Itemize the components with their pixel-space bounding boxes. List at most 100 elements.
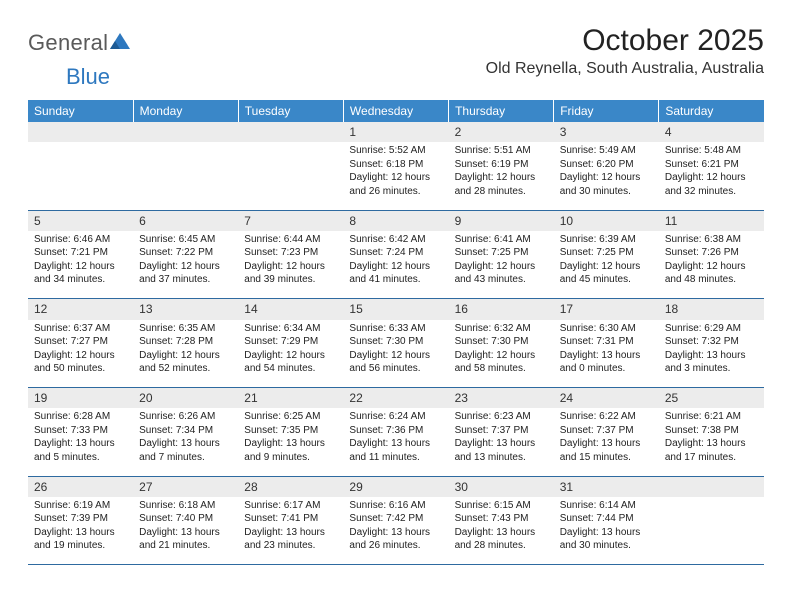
day-info-cell: Sunrise: 6:33 AMSunset: 7:30 PMDaylight:… — [343, 320, 448, 388]
day-number-cell: 14 — [238, 299, 343, 320]
sunset-line: Sunset: 7:25 PM — [560, 246, 653, 260]
sunrise-line: Sunrise: 6:23 AM — [455, 410, 548, 424]
day-number-cell: 16 — [449, 299, 554, 320]
page: General October 2025 Old Reynella, South… — [0, 0, 792, 583]
day-number-cell: 4 — [659, 122, 764, 142]
sunset-line: Sunset: 7:42 PM — [349, 512, 442, 526]
day-number-cell: 22 — [343, 388, 448, 409]
day-info-cell: Sunrise: 6:42 AMSunset: 7:24 PMDaylight:… — [343, 231, 448, 299]
day-number-cell — [238, 122, 343, 142]
sunrise-line: Sunrise: 6:44 AM — [244, 233, 337, 247]
sunset-line: Sunset: 7:43 PM — [455, 512, 548, 526]
weekday-header: Monday — [133, 100, 238, 122]
day-info-row: Sunrise: 6:28 AMSunset: 7:33 PMDaylight:… — [28, 408, 764, 476]
daylight-line: Daylight: 12 hours and 37 minutes. — [139, 260, 232, 287]
day-info-cell: Sunrise: 6:38 AMSunset: 7:26 PMDaylight:… — [659, 231, 764, 299]
day-info-cell: Sunrise: 6:25 AMSunset: 7:35 PMDaylight:… — [238, 408, 343, 476]
day-number-cell: 23 — [449, 388, 554, 409]
daylight-line: Daylight: 12 hours and 54 minutes. — [244, 349, 337, 376]
weekday-header: Saturday — [659, 100, 764, 122]
daylight-line: Daylight: 13 hours and 7 minutes. — [139, 437, 232, 464]
sunrise-line: Sunrise: 6:24 AM — [349, 410, 442, 424]
sunrise-line: Sunrise: 6:14 AM — [560, 499, 653, 513]
daylight-line: Daylight: 13 hours and 17 minutes. — [665, 437, 758, 464]
sunset-line: Sunset: 7:44 PM — [560, 512, 653, 526]
day-number-cell: 18 — [659, 299, 764, 320]
sunset-line: Sunset: 7:38 PM — [665, 424, 758, 438]
day-number-cell: 30 — [449, 476, 554, 497]
sunrise-line: Sunrise: 5:48 AM — [665, 144, 758, 158]
daylight-line: Daylight: 12 hours and 48 minutes. — [665, 260, 758, 287]
day-number-cell: 12 — [28, 299, 133, 320]
daylight-line: Daylight: 13 hours and 30 minutes. — [560, 526, 653, 553]
sunset-line: Sunset: 7:24 PM — [349, 246, 442, 260]
sunset-line: Sunset: 7:30 PM — [455, 335, 548, 349]
day-info-row: Sunrise: 5:52 AMSunset: 6:18 PM Daylight:… — [28, 142, 764, 210]
sunset-line: Sunset: 6:18 PM — [349, 158, 442, 172]
sunrise-line: Sunrise: 6:21 AM — [665, 410, 758, 424]
daylight-line: Daylight: 13 hours and 19 minutes. — [34, 526, 127, 553]
sunrise-line: Sunrise: 6:26 AM — [139, 410, 232, 424]
sunset-line: Sunset: 7:22 PM — [139, 246, 232, 260]
daylight-line: Daylight: 12 hours and 32 minutes. — [665, 171, 758, 198]
daylight-line: Daylight: 13 hours and 13 minutes. — [455, 437, 548, 464]
daynum-row: 12131415161718 — [28, 299, 764, 320]
day-number-cell — [28, 122, 133, 142]
daylight-line: Daylight: 13 hours and 28 minutes. — [455, 526, 548, 553]
day-info-row: Sunrise: 6:37 AMSunset: 7:27 PMDaylight:… — [28, 320, 764, 388]
day-info-cell: Sunrise: 6:28 AMSunset: 7:33 PMDaylight:… — [28, 408, 133, 476]
daylight-line: Daylight: 13 hours and 11 minutes. — [349, 437, 442, 464]
day-number-cell: 26 — [28, 476, 133, 497]
day-info-cell: Sunrise: 6:21 AMSunset: 7:38 PMDaylight:… — [659, 408, 764, 476]
daylight-line: Daylight: 12 hours and 39 minutes. — [244, 260, 337, 287]
daynum-row: 567891011 — [28, 210, 764, 231]
daynum-row: 1234 — [28, 122, 764, 142]
day-number-cell: 29 — [343, 476, 448, 497]
day-number-cell: 25 — [659, 388, 764, 409]
brand-text-blue: Blue — [66, 64, 110, 89]
sunset-line: Sunset: 6:20 PM — [560, 158, 653, 172]
sunset-line: Sunset: 7:29 PM — [244, 335, 337, 349]
sunrise-line: Sunrise: 6:38 AM — [665, 233, 758, 247]
day-info-cell: Sunrise: 5:49 AMSunset: 6:20 PMDaylight:… — [554, 142, 659, 210]
daylight-line: Daylight: 12 hours and 52 minutes. — [139, 349, 232, 376]
sunrise-line: Sunrise: 6:45 AM — [139, 233, 232, 247]
daylight-line: Daylight: 12 hours and 56 minutes. — [349, 349, 442, 376]
day-number-cell: 5 — [28, 210, 133, 231]
day-number-cell: 27 — [133, 476, 238, 497]
sunrise-line: Sunrise: 6:35 AM — [139, 322, 232, 336]
day-info-cell: Sunrise: 6:14 AMSunset: 7:44 PMDaylight:… — [554, 497, 659, 565]
sunset-line: Sunset: 7:35 PM — [244, 424, 337, 438]
calendar-body: 1234 Sunrise: 5:52 AMSunset: 6:18 PM Dayli… — [28, 122, 764, 565]
daylight-line: Daylight: 13 hours and 23 minutes. — [244, 526, 337, 553]
sunset-line: Sunset: 6:19 PM — [455, 158, 548, 172]
day-number-cell: 24 — [554, 388, 659, 409]
brand-logo: General — [28, 30, 130, 56]
month-title: October 2025 — [486, 24, 764, 58]
sunrise-line: Sunrise: 6:22 AM — [560, 410, 653, 424]
day-info-cell: Sunrise: 6:16 AMSunset: 7:42 PMDaylight:… — [343, 497, 448, 565]
sunrise-line: Sunrise: 6:37 AM — [34, 322, 127, 336]
day-number-cell: 2 — [449, 122, 554, 142]
day-number-cell: 19 — [28, 388, 133, 409]
weekday-header: Tuesday — [238, 100, 343, 122]
sunset-line: Sunset: 7:31 PM — [560, 335, 653, 349]
daylight-line: Daylight: 13 hours and 15 minutes. — [560, 437, 653, 464]
sunset-line: Sunset: 7:41 PM — [244, 512, 337, 526]
daylight-line: Daylight: 13 hours and 21 minutes. — [139, 526, 232, 553]
day-info-cell: Sunrise: 6:37 AMSunset: 7:27 PMDaylight:… — [28, 320, 133, 388]
sunset-line: Sunset: 7:28 PM — [139, 335, 232, 349]
day-info-cell: Sunrise: 6:46 AMSunset: 7:21 PMDaylight:… — [28, 231, 133, 299]
sunset-line: Sunset: 7:37 PM — [560, 424, 653, 438]
day-number-cell: 17 — [554, 299, 659, 320]
sunrise-line: Sunrise: 5:52 AM — [349, 144, 442, 158]
sunrise-line: Sunrise: 6:25 AM — [244, 410, 337, 424]
daylight-line: Daylight: 12 hours and 34 minutes. — [34, 260, 127, 287]
weekday-header: Sunday — [28, 100, 133, 122]
day-number-cell: 8 — [343, 210, 448, 231]
day-info-cell: Sunrise: 5:48 AMSunset: 6:21 PMDaylight:… — [659, 142, 764, 210]
sunset-line: Sunset: 7:40 PM — [139, 512, 232, 526]
sunset-line: Sunset: 7:33 PM — [34, 424, 127, 438]
sunset-line: Sunset: 7:23 PM — [244, 246, 337, 260]
daylight-line: Daylight: 13 hours and 26 minutes. — [349, 526, 442, 553]
